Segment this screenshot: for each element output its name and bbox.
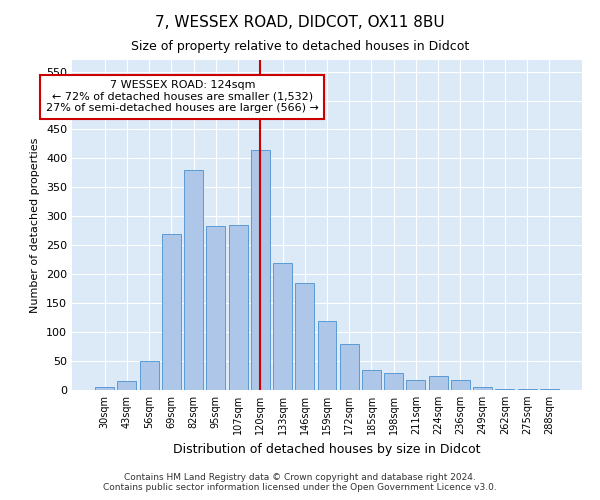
Bar [406, 380, 425, 390]
Bar [384, 372, 403, 390]
Bar [118, 382, 136, 390]
Text: 7, WESSEX ROAD, DIDCOT, OX11 8BU: 7, WESSEX ROAD, DIDCOT, OX11 8BU [155, 15, 445, 30]
Bar [451, 380, 470, 390]
Bar [429, 376, 448, 390]
Bar [184, 170, 203, 390]
Bar [273, 262, 292, 390]
Text: Size of property relative to detached houses in Didcot: Size of property relative to detached ho… [131, 40, 469, 53]
Text: 7 WESSEX ROAD: 124sqm
← 72% of detached houses are smaller (1,532)
27% of semi-d: 7 WESSEX ROAD: 124sqm ← 72% of detached … [46, 80, 319, 114]
Bar [496, 389, 514, 390]
X-axis label: Distribution of detached houses by size in Didcot: Distribution of detached houses by size … [173, 442, 481, 456]
Bar [473, 387, 492, 390]
Bar [340, 344, 359, 390]
Bar [206, 226, 225, 390]
Bar [251, 150, 270, 390]
Bar [229, 225, 248, 390]
Y-axis label: Number of detached properties: Number of detached properties [31, 138, 40, 312]
Bar [295, 283, 314, 390]
Text: Contains HM Land Registry data © Crown copyright and database right 2024.
Contai: Contains HM Land Registry data © Crown c… [103, 473, 497, 492]
Bar [362, 370, 381, 390]
Bar [162, 234, 181, 390]
Bar [95, 387, 114, 390]
Bar [540, 389, 559, 390]
Bar [140, 361, 158, 390]
Bar [518, 389, 536, 390]
Bar [317, 320, 337, 390]
